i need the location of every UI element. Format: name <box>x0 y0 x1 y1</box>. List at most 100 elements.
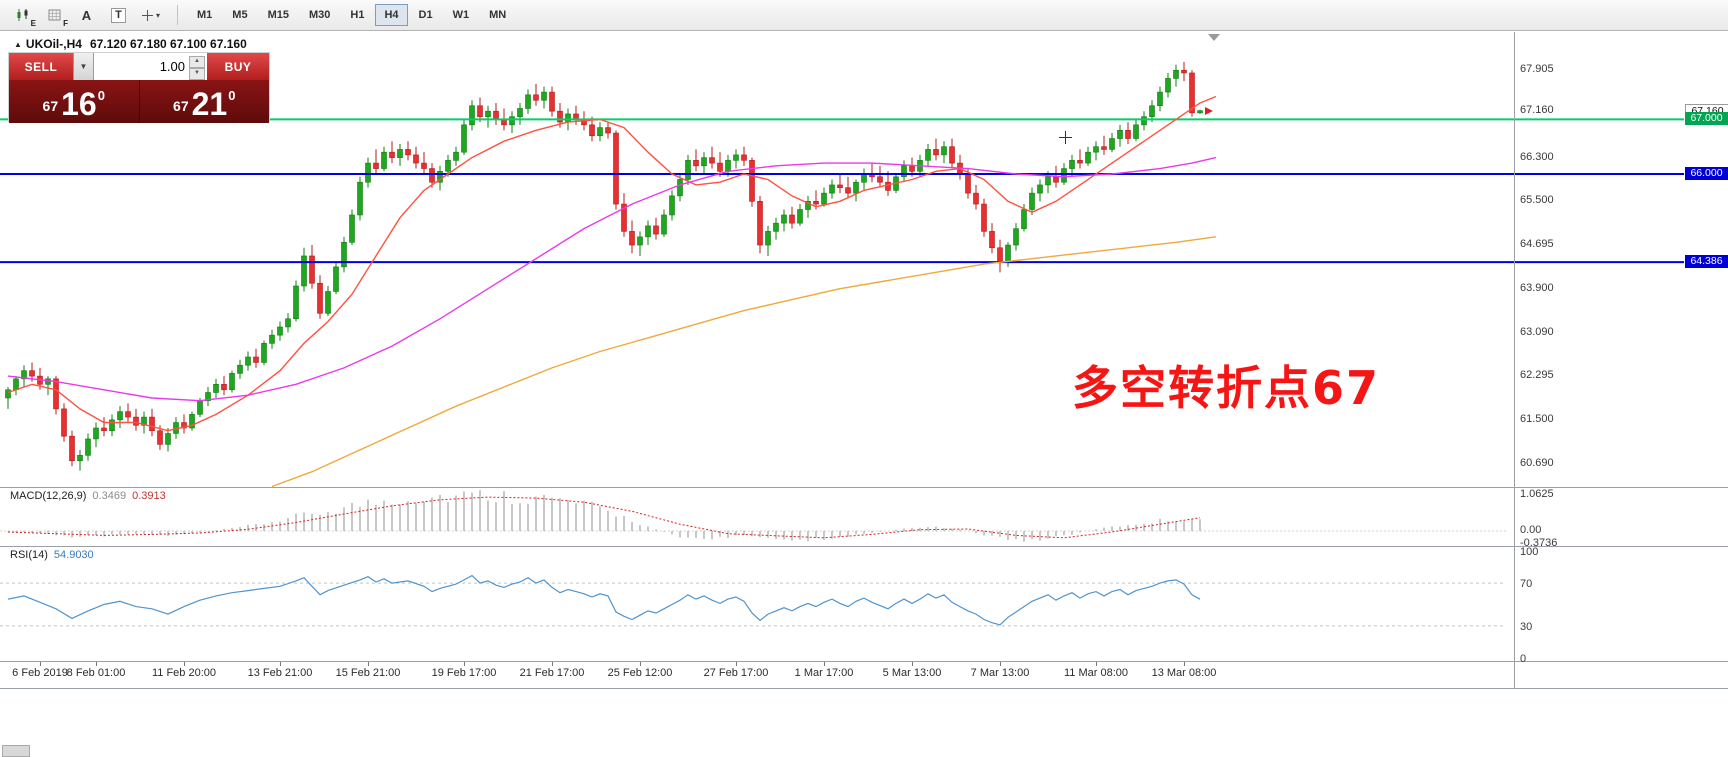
rsi-canvas[interactable] <box>0 547 1514 661</box>
rsi-scale-label: 70 <box>1520 578 1533 591</box>
volume-increase-button[interactable]: ▲ <box>189 56 205 68</box>
price-scale-label: 67.905 <box>1520 62 1554 75</box>
chart-objects-button[interactable]: E <box>8 2 37 28</box>
buy-button[interactable]: BUY <box>207 53 269 80</box>
time-axis-label: 1 Mar 17:00 <box>794 667 854 679</box>
symbol-timeframe: UKOil-,H4 <box>25 37 82 51</box>
macd-scale-label: -0.3736 <box>1520 536 1558 549</box>
chart-collapse-icon[interactable]: ▲ <box>14 40 22 49</box>
text-label-button[interactable]: T <box>104 2 133 28</box>
macd-scale-label: 0.00 <box>1520 524 1542 536</box>
candlestick-icon <box>17 9 27 21</box>
price-scale-label: 63.900 <box>1520 281 1554 294</box>
time-axis-label: 27 Feb 17:00 <box>703 667 769 679</box>
time-axis-tick <box>96 662 97 666</box>
macd-canvas[interactable] <box>0 488 1514 546</box>
chinese-annotation: 多空转折点67 <box>1072 361 1381 415</box>
sell-price-prefix: 67 <box>42 98 59 114</box>
macd-header: MACD(12,26,9) 0.3469 0.3913 <box>10 490 166 502</box>
grid-template-button[interactable]: F <box>40 2 69 28</box>
time-axis-tick <box>912 662 913 666</box>
panel-divider[interactable] <box>0 546 1728 547</box>
chart-shift-marker-icon[interactable] <box>1208 34 1220 41</box>
rsi-label: RSI(14) <box>10 549 48 561</box>
time-axis-tick <box>464 662 465 666</box>
sell-price-sup: 0 <box>97 88 105 103</box>
cursor-crosshair-icon <box>1059 131 1072 144</box>
tool-letter: F <box>63 19 68 28</box>
time-axis-label: 7 Mar 13:00 <box>970 667 1030 679</box>
grid-icon <box>48 9 60 20</box>
price-tag-67.000: 67.000 <box>1685 112 1728 126</box>
rsi-scale-label: 0 <box>1520 653 1527 665</box>
time-axis-tick <box>280 662 281 666</box>
rsi-header: RSI(14) 54.9030 <box>10 549 94 561</box>
buy-price-prefix: 67 <box>173 98 189 114</box>
timeframe-M1[interactable]: M1 <box>197 9 213 21</box>
price-tag-66.000: 66.000 <box>1685 167 1728 181</box>
time-axis-label: 6 Feb 2019 <box>12 667 68 679</box>
buy-price-display[interactable]: 67 21 0 <box>138 80 270 123</box>
buy-price-big: 21 <box>191 86 228 122</box>
time-axis-label: 11 Mar 08:00 <box>1063 667 1129 679</box>
ohlc-readout: 67.120 67.180 67.100 67.160 <box>89 37 247 51</box>
time-axis-tick <box>736 662 737 666</box>
panel-divider[interactable] <box>0 487 1728 488</box>
time-axis-label: 13 Feb 21:00 <box>247 667 313 679</box>
time-axis-label: 8 Feb 01:00 <box>66 667 126 679</box>
macd-signal-value: 0.3913 <box>132 490 166 502</box>
price-scale-label: 61.500 <box>1520 412 1554 425</box>
timeframe-MN[interactable]: MN <box>489 9 507 21</box>
buy-price-sup: 0 <box>228 88 236 103</box>
price-scale-divider <box>1514 32 1515 688</box>
volume-input[interactable] <box>94 53 207 80</box>
timeframe-M15[interactable]: M15 <box>267 9 289 21</box>
volume-decrease-button[interactable]: ▼ <box>189 68 205 80</box>
volume-dropdown-button[interactable]: ▼ <box>73 53 94 80</box>
price-scale-label: 66.300 <box>1520 150 1554 163</box>
price-scale-label: 62.295 <box>1520 369 1554 382</box>
time-axis-tick <box>40 662 41 666</box>
price-chart-canvas[interactable] <box>0 32 1728 487</box>
timeframe-group: M1 M5 M15 M30 H1 H4 D1 W1 MN <box>187 4 516 26</box>
macd-label: MACD(12,26,9) <box>10 490 87 502</box>
sell-price-big: 16 <box>61 86 97 122</box>
time-axis-label: 15 Feb 21:00 <box>335 667 401 679</box>
time-axis-label: 5 Mar 13:00 <box>882 667 942 679</box>
rsi-scale-label: 100 <box>1520 545 1539 558</box>
timeframe-H1[interactable]: H1 <box>350 9 365 21</box>
macd-scale-label: 1.0625 <box>1520 487 1554 500</box>
price-scale-label: 63.090 <box>1520 325 1554 338</box>
timeframe-M30[interactable]: M30 <box>308 9 331 21</box>
window-corner-grip[interactable] <box>2 745 30 757</box>
price-scale-label: 65.500 <box>1520 194 1554 207</box>
font-tool-button[interactable]: A <box>72 2 101 28</box>
chevron-down-icon: ▾ <box>155 10 160 20</box>
timeframe-W1[interactable]: W1 <box>452 9 470 21</box>
rsi-value: 54.9030 <box>53 549 94 561</box>
time-axis-tick <box>368 662 369 666</box>
volume-field-wrap: ▲ ▼ <box>94 53 207 80</box>
time-axis-label: 21 Feb 17:00 <box>519 667 585 679</box>
tool-letter: E <box>30 19 36 28</box>
sell-button[interactable]: SELL <box>9 53 73 80</box>
crosshair-tool-button[interactable]: ▾ <box>136 2 165 28</box>
time-axis-label: 25 Feb 12:00 <box>607 667 673 679</box>
macd-main-value: 0.3469 <box>92 490 127 502</box>
sell-price-display[interactable]: 67 16 0 <box>9 80 139 123</box>
price-scale-label: 67.160 <box>1520 103 1554 116</box>
timeframe-H4[interactable]: H4 <box>375 4 408 26</box>
timeframe-M5[interactable]: M5 <box>232 9 248 21</box>
price-scale-label: 60.690 <box>1520 457 1554 470</box>
panel-divider[interactable] <box>0 661 1728 662</box>
time-axis-tick <box>1096 662 1097 666</box>
rsi-scale-label: 30 <box>1520 620 1533 633</box>
timeframe-D1[interactable]: D1 <box>418 9 433 21</box>
chart-title: ▲ UKOil-,H4 67.120 67.180 67.100 67.160 <box>14 37 247 51</box>
last-price-arrow-icon <box>1205 107 1213 115</box>
letter-a-icon: A <box>81 7 92 23</box>
time-axis-tick <box>1000 662 1001 666</box>
price-scale-label: 64.695 <box>1520 238 1554 251</box>
